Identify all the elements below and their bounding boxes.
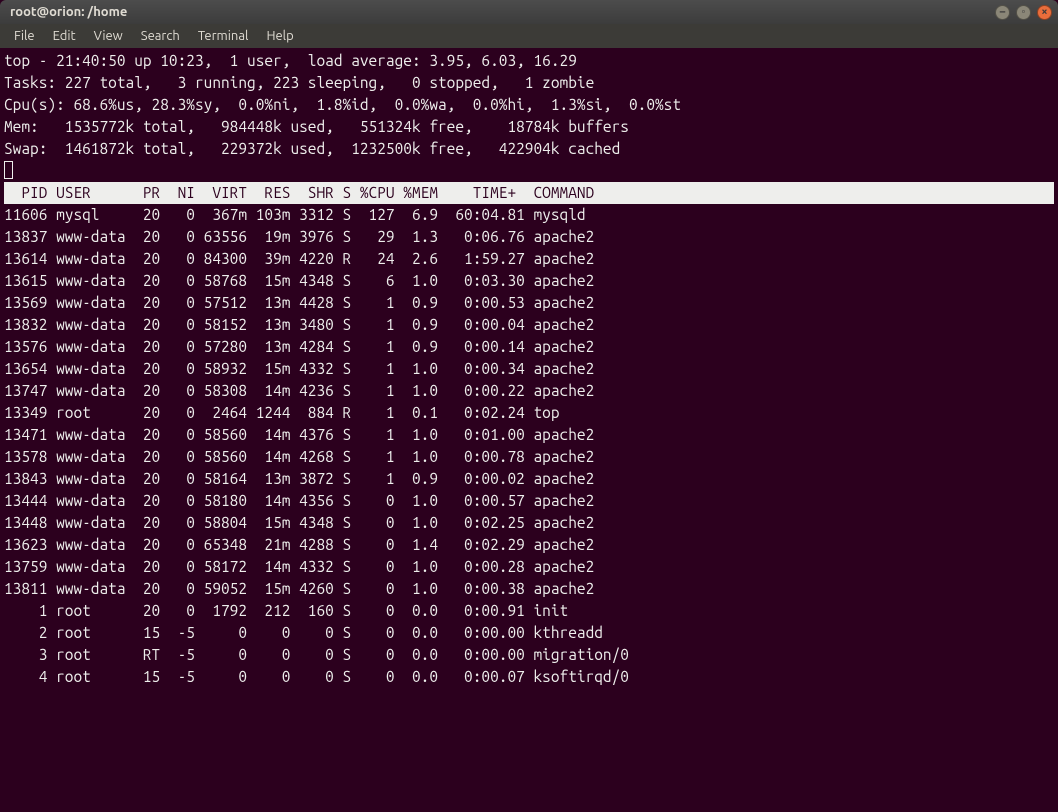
window-title: root@orion: /home (6, 5, 995, 19)
titlebar[interactable]: root@orion: /home – ◦ × (0, 0, 1058, 24)
menu-search[interactable]: Search (133, 27, 188, 45)
cursor-icon (4, 161, 13, 179)
column-header-row: PID USER PR NI VIRT RES SHR S %CPU %MEM … (4, 182, 1054, 204)
top-summary-line1: top - 21:40:50 up 10:23, 1 user, load av… (4, 52, 577, 69)
top-summary-line5: Swap: 1461872k total, 229372k used, 1232… (4, 140, 620, 157)
close-icon[interactable]: × (1037, 5, 1052, 20)
window-controls: – ◦ × (995, 5, 1052, 20)
menu-view[interactable]: View (86, 27, 131, 45)
menu-help[interactable]: Help (258, 27, 301, 45)
top-summary-line2: Tasks: 227 total, 3 running, 223 sleepin… (4, 74, 594, 91)
menu-edit[interactable]: Edit (45, 27, 84, 45)
terminal-window: root@orion: /home – ◦ × File Edit View S… (0, 0, 1058, 812)
menubar: File Edit View Search Terminal Help (0, 24, 1058, 48)
top-summary-line4: Mem: 1535772k total, 984448k used, 55132… (4, 118, 629, 135)
terminal-body[interactable]: top - 21:40:50 up 10:23, 1 user, load av… (0, 48, 1058, 812)
top-summary-line3: Cpu(s): 68.6%us, 28.3%sy, 0.0%ni, 1.8%id… (4, 96, 681, 113)
menu-file[interactable]: File (6, 27, 43, 45)
menu-terminal[interactable]: Terminal (190, 27, 257, 45)
process-list: 11606 mysql 20 0 367m 103m 3312 S 127 6.… (4, 206, 690, 685)
maximize-icon[interactable]: ◦ (1016, 5, 1031, 20)
minimize-icon[interactable]: – (995, 5, 1010, 20)
